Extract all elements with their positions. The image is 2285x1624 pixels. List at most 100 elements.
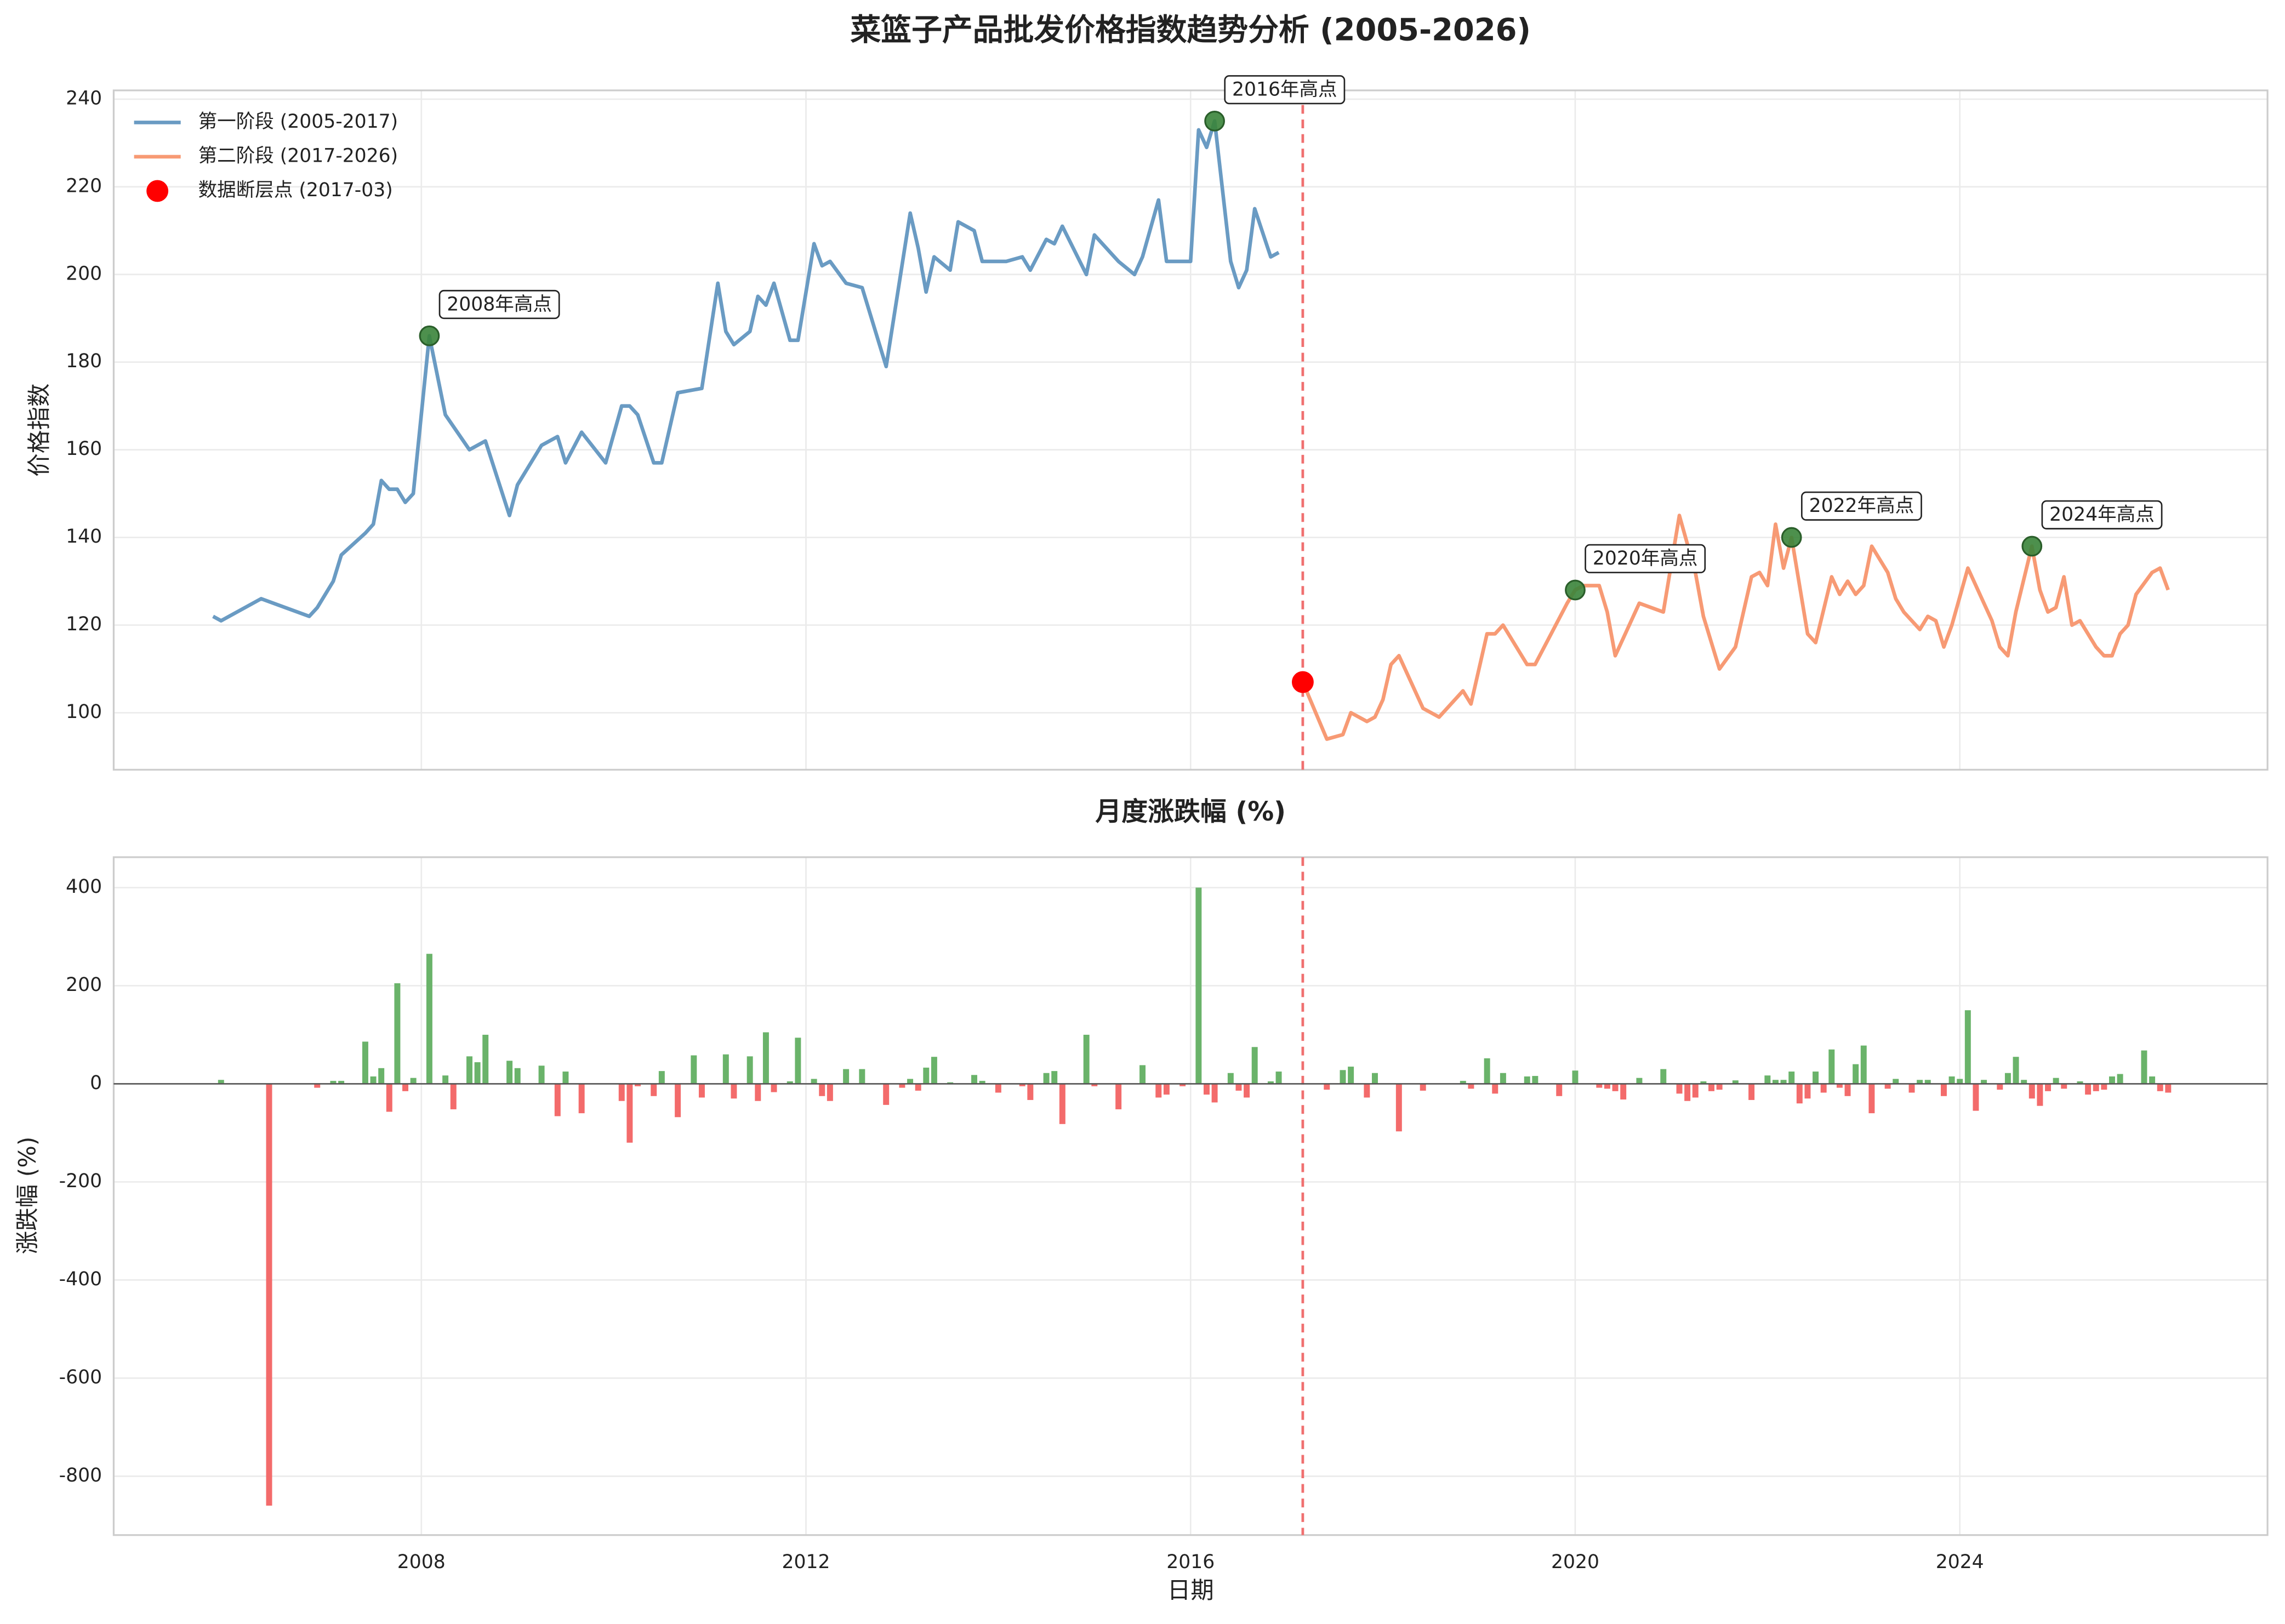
bar xyxy=(995,1084,1001,1093)
bar xyxy=(1620,1084,1627,1100)
bar xyxy=(466,1056,472,1084)
bar xyxy=(1340,1070,1346,1084)
bar xyxy=(330,1081,337,1084)
bar xyxy=(1083,1034,1090,1084)
bar xyxy=(1492,1084,1498,1094)
bar xyxy=(618,1084,625,1101)
break-point xyxy=(1291,671,1314,693)
bar xyxy=(698,1084,705,1098)
bar xyxy=(2157,1084,2163,1091)
bar xyxy=(1163,1084,1170,1095)
bar xyxy=(691,1055,697,1084)
bar xyxy=(554,1084,561,1116)
bar xyxy=(2149,1076,2156,1084)
x-tick-label: 2024 xyxy=(1936,1551,1984,1573)
bar xyxy=(771,1084,777,1092)
bar xyxy=(1940,1084,1947,1096)
highlight-point xyxy=(1204,110,1225,132)
bar xyxy=(1796,1084,1803,1104)
bar xyxy=(2028,1084,2035,1099)
bar xyxy=(362,1041,368,1084)
y-tick-label: 200 xyxy=(66,974,102,996)
bar xyxy=(1684,1084,1691,1101)
bar xyxy=(1484,1058,1490,1084)
y-axis-label: 价格指数 xyxy=(26,384,53,477)
bar xyxy=(1700,1081,1707,1084)
bar xyxy=(658,1071,665,1084)
bar xyxy=(2117,1074,2123,1084)
bar xyxy=(971,1075,977,1084)
bar xyxy=(1372,1073,1378,1084)
bar xyxy=(1732,1080,1739,1084)
bar xyxy=(1860,1045,1867,1084)
bar xyxy=(578,1084,585,1114)
x-tick-label: 2012 xyxy=(782,1551,830,1573)
bar xyxy=(562,1072,569,1084)
bar xyxy=(1027,1084,1034,1100)
bar xyxy=(2021,1080,2027,1084)
x-tick-label: 2020 xyxy=(1551,1551,1599,1573)
highlight-point xyxy=(1781,527,1802,548)
bar xyxy=(402,1084,409,1091)
bar xyxy=(442,1075,449,1084)
bar xyxy=(538,1065,545,1084)
bar xyxy=(2165,1084,2172,1093)
legend-label: 数据断层点 (2017-03) xyxy=(198,179,393,201)
highlight-point xyxy=(1565,579,1586,601)
bar xyxy=(843,1069,850,1084)
bar xyxy=(1676,1084,1683,1094)
bar xyxy=(1708,1084,1714,1091)
bar xyxy=(2077,1081,2083,1084)
bar xyxy=(1195,887,1202,1084)
y-tick-label: 140 xyxy=(66,526,102,548)
bar xyxy=(514,1068,521,1084)
bar xyxy=(731,1084,737,1099)
y-tick-label: -200 xyxy=(59,1170,102,1192)
bar xyxy=(827,1084,833,1101)
legend-label: 第一阶段 (2005-2017) xyxy=(198,111,398,133)
plot-frame xyxy=(112,89,2269,771)
bar xyxy=(1660,1069,1667,1084)
bar xyxy=(1524,1076,1530,1084)
annotation-label: 2022年高点 xyxy=(1809,495,1914,517)
y-tick-label: 220 xyxy=(66,175,102,197)
bar xyxy=(1395,1084,1402,1132)
bar xyxy=(1788,1072,1795,1084)
bar xyxy=(370,1076,377,1084)
bar xyxy=(1636,1078,1643,1084)
bar xyxy=(1420,1084,1426,1091)
bar xyxy=(2061,1084,2067,1089)
subplot-title: 月度涨跌幅 (%) xyxy=(1095,797,1286,827)
bar xyxy=(762,1032,769,1084)
bar xyxy=(426,954,432,1084)
bar xyxy=(1997,1084,2003,1090)
bar xyxy=(859,1069,865,1084)
bar xyxy=(1235,1084,1242,1091)
bar xyxy=(1532,1076,1538,1084)
bar xyxy=(2037,1084,2043,1106)
bar xyxy=(2093,1084,2099,1091)
bar xyxy=(1572,1070,1579,1084)
bar xyxy=(722,1054,729,1084)
bar xyxy=(1893,1079,1899,1084)
y-tick-label: 240 xyxy=(66,87,102,109)
bar xyxy=(819,1084,825,1096)
y-tick-label: 120 xyxy=(66,613,102,635)
annotation-box xyxy=(2041,500,2163,529)
annotation-box xyxy=(1585,544,1706,573)
bar xyxy=(635,1084,641,1086)
bar xyxy=(394,983,401,1084)
bar xyxy=(1604,1084,1610,1089)
bar xyxy=(1348,1067,1354,1084)
bar xyxy=(1692,1084,1699,1098)
bar xyxy=(1596,1084,1603,1088)
bar xyxy=(1917,1080,1923,1084)
annotation-box xyxy=(438,289,560,320)
bar xyxy=(1716,1084,1723,1090)
bar xyxy=(1364,1084,1370,1098)
bar xyxy=(1957,1079,1963,1084)
bar xyxy=(1051,1071,1058,1084)
bar xyxy=(506,1061,513,1084)
